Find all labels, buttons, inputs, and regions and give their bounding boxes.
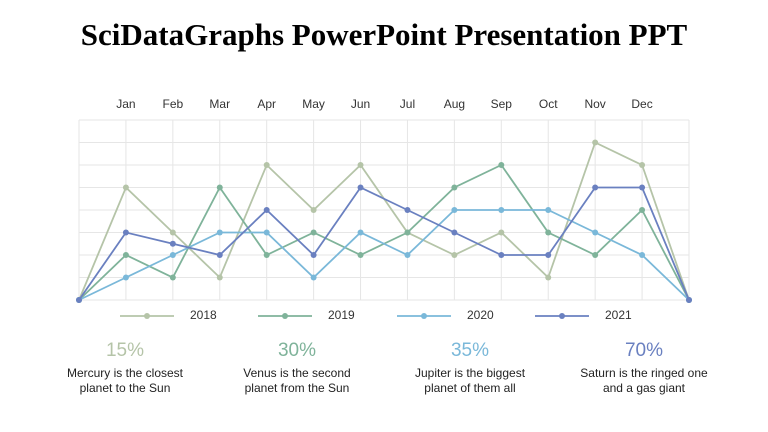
point bbox=[498, 229, 505, 236]
point bbox=[357, 252, 364, 258]
x-tick-label: Jan bbox=[116, 97, 135, 111]
point bbox=[592, 252, 599, 258]
point bbox=[404, 207, 411, 213]
series-line bbox=[78, 209, 690, 301]
point bbox=[498, 207, 505, 213]
point bbox=[216, 252, 223, 258]
point bbox=[451, 229, 458, 236]
x-tick-label: Mar bbox=[209, 97, 230, 111]
point bbox=[639, 252, 646, 258]
legend-marker bbox=[144, 313, 150, 319]
stat-caption: planet of them all bbox=[424, 381, 515, 395]
point bbox=[169, 274, 176, 281]
stat-caption: Venus is the second bbox=[243, 366, 350, 380]
point bbox=[263, 162, 270, 168]
legend-marker bbox=[421, 313, 427, 319]
point bbox=[639, 207, 646, 213]
point bbox=[169, 229, 176, 236]
stat-value: 70% bbox=[625, 340, 663, 361]
point bbox=[122, 229, 129, 236]
point bbox=[357, 162, 364, 168]
stat-caption: and a gas giant bbox=[603, 381, 686, 395]
point bbox=[216, 184, 223, 191]
legend-label: 2020 bbox=[467, 308, 494, 322]
point bbox=[639, 184, 646, 191]
point bbox=[122, 252, 129, 258]
point bbox=[263, 207, 270, 213]
point bbox=[310, 229, 317, 236]
stat-caption: planet from the Sun bbox=[245, 381, 350, 395]
slide-title: SciDataGraphs PowerPoint Presentation PP… bbox=[81, 17, 688, 52]
point bbox=[404, 229, 411, 236]
stat-value: 30% bbox=[278, 340, 316, 361]
point bbox=[545, 274, 552, 281]
point bbox=[639, 162, 646, 168]
point bbox=[357, 184, 364, 191]
legend-marker bbox=[559, 313, 565, 319]
x-tick-label: Apr bbox=[257, 97, 276, 111]
point bbox=[310, 207, 317, 213]
stat-value: 35% bbox=[451, 340, 489, 361]
point bbox=[216, 229, 223, 236]
stat-caption: Saturn is the ringed one bbox=[580, 366, 708, 380]
point bbox=[592, 139, 599, 146]
point bbox=[498, 252, 505, 258]
point bbox=[263, 252, 270, 258]
point bbox=[263, 229, 270, 236]
point bbox=[451, 207, 458, 213]
point bbox=[310, 252, 317, 258]
stat-value: 15% bbox=[106, 340, 144, 361]
point bbox=[169, 252, 176, 258]
x-tick-label: May bbox=[302, 97, 325, 111]
point bbox=[545, 207, 552, 213]
point bbox=[76, 297, 82, 303]
point bbox=[357, 229, 364, 236]
x-tick-label: Dec bbox=[631, 97, 652, 111]
point bbox=[169, 240, 176, 247]
x-tick-label: Jun bbox=[351, 97, 370, 111]
legend-marker bbox=[282, 313, 288, 319]
x-tick-label: Feb bbox=[163, 97, 184, 111]
legend-label: 2018 bbox=[190, 308, 217, 322]
point bbox=[310, 274, 317, 281]
point bbox=[216, 274, 223, 281]
point bbox=[451, 184, 458, 191]
point bbox=[498, 162, 505, 168]
legend-label: 2019 bbox=[328, 308, 355, 322]
point bbox=[122, 274, 129, 281]
x-tick-label: Jul bbox=[400, 97, 415, 111]
point bbox=[404, 252, 411, 258]
point bbox=[451, 252, 458, 258]
series-line bbox=[78, 186, 690, 301]
legend-label: 2021 bbox=[605, 308, 632, 322]
x-tick-label: Sep bbox=[491, 97, 513, 111]
point bbox=[592, 229, 599, 236]
point bbox=[122, 184, 129, 191]
x-tick-label: Nov bbox=[584, 97, 605, 111]
point bbox=[545, 229, 552, 236]
stat-caption: Mercury is the closest bbox=[67, 366, 184, 380]
x-tick-label: Oct bbox=[539, 97, 558, 111]
point bbox=[592, 184, 599, 191]
point bbox=[686, 297, 692, 303]
stat-caption: planet to the Sun bbox=[80, 381, 171, 395]
stat-caption: Jupiter is the biggest bbox=[415, 366, 526, 380]
point bbox=[545, 252, 552, 258]
x-tick-label: Aug bbox=[444, 97, 465, 111]
